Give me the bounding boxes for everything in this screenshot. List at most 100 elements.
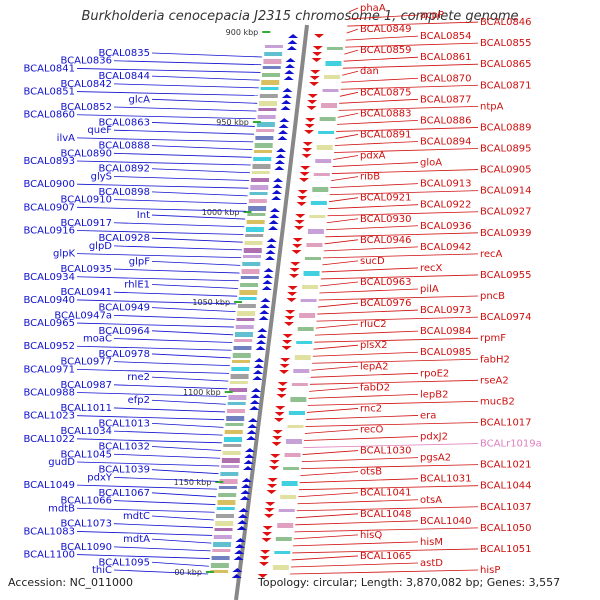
track-stripe: [210, 563, 229, 568]
gene-label-right: lepB2: [420, 389, 449, 400]
plus-strand-arrow: [284, 316, 295, 320]
plus-strand-arrow: [272, 436, 283, 440]
plus-strand-arrow: [312, 52, 323, 56]
gene-label-right: dan: [360, 66, 379, 77]
minus-strand-arrow: [232, 568, 243, 572]
leader-line: [304, 429, 359, 434]
leader-line: [151, 237, 243, 243]
minus-strand-arrow: [231, 574, 242, 578]
track-stripe: [310, 201, 327, 205]
track-stripe: [302, 285, 319, 289]
track-stripe: [300, 299, 317, 302]
gene-label-right: BCAL0963: [360, 277, 412, 288]
gene-label-right: BCAL1051: [480, 544, 532, 555]
leader-line: [305, 422, 479, 427]
gene-label-right: ribB: [360, 172, 380, 183]
plus-strand-arrow: [301, 154, 312, 158]
plus-strand-arrow: [280, 358, 291, 362]
gene-label-right: rseA2: [480, 375, 509, 386]
minus-strand-arrow: [273, 178, 284, 182]
plus-strand-arrow: [305, 118, 316, 122]
gene-label-left: BCAL1013: [98, 418, 150, 429]
minus-strand-arrow: [255, 346, 266, 350]
plus-strand-arrow: [299, 172, 310, 176]
gene-label-left: BCAL1039: [98, 465, 150, 476]
track-stripe: [227, 402, 246, 405]
minus-strand-arrow: [241, 478, 252, 482]
leader-line: [151, 52, 263, 58]
leader-line: [151, 191, 248, 197]
plus-strand-arrow: [259, 556, 270, 560]
track-stripe: [220, 472, 239, 476]
leader-line: [113, 106, 257, 112]
track-stripe: [263, 59, 282, 64]
track-stripe: [218, 493, 237, 497]
track-stripe: [226, 409, 245, 413]
leader-line: [308, 393, 419, 399]
leader-line: [113, 500, 216, 505]
leader-line: [293, 541, 419, 547]
track-stripe: [291, 383, 308, 386]
track-stripe: [253, 150, 272, 153]
leader-line: [113, 129, 255, 135]
leader-line: [76, 507, 215, 513]
track-stripe: [272, 565, 289, 570]
track-stripe: [242, 262, 261, 266]
track-stripe: [240, 283, 259, 287]
leader-line: [113, 268, 240, 274]
plus-strand-arrow: [296, 202, 307, 206]
gene-label-left: BCAL0916: [23, 225, 75, 236]
plus-strand-arrow: [262, 532, 273, 536]
gene-label-left: BCAL0863: [98, 117, 150, 128]
track-stripe: [259, 101, 278, 106]
plus-strand-arrow: [274, 412, 285, 416]
minus-strand-arrow: [250, 394, 261, 398]
minus-strand-arrow: [262, 280, 273, 284]
plus-strand-arrow: [299, 178, 310, 182]
minus-strand-arrow: [263, 268, 274, 272]
gene-label-left: queF: [87, 125, 112, 136]
leader-line: [293, 534, 359, 540]
leader-line: [113, 407, 226, 413]
plus-strand-arrow: [294, 220, 305, 224]
plus-strand-arrow: [285, 310, 296, 314]
gene-label-left: BCAL0898: [98, 187, 150, 198]
minus-strand-arrow: [244, 448, 255, 452]
gene-label-left: BCAL0900: [23, 179, 75, 190]
track-stripe: [316, 145, 333, 150]
minus-strand-arrow: [264, 256, 275, 260]
leader-line: [292, 548, 479, 554]
track-stripe: [254, 143, 273, 148]
track-stripe: [223, 444, 242, 447]
leader-line: [151, 492, 217, 498]
gene-label-right: BCAL0939: [480, 228, 532, 239]
plus-strand-arrow: [281, 346, 292, 350]
track-stripe: [250, 185, 269, 190]
leader-line: [76, 461, 220, 467]
leader-line: [113, 222, 245, 228]
track-stripe: [309, 215, 326, 218]
gene-label-left: BCAL0851: [23, 87, 75, 98]
leader-line: [113, 546, 211, 552]
plus-strand-arrow: [312, 46, 323, 50]
track-stripe: [213, 535, 232, 539]
plus-strand-arrow: [297, 196, 308, 200]
leader-line: [311, 365, 359, 371]
minus-strand-arrow: [272, 184, 283, 188]
gene-label-left: BCAL0860: [23, 110, 75, 121]
track-stripe: [222, 451, 241, 455]
plus-strand-arrow: [310, 70, 321, 74]
minus-strand-arrow: [246, 436, 257, 440]
minus-strand-arrow: [268, 226, 279, 230]
gene-label-right: BCAL0894: [420, 136, 472, 147]
minus-strand-arrow: [236, 526, 247, 530]
track-stripe: [257, 115, 276, 119]
gene-label-right: BCAL1050: [480, 523, 532, 534]
minus-strand-arrow: [259, 304, 270, 308]
track-stripe: [248, 199, 267, 203]
track-stripe: [256, 129, 275, 132]
gene-label-right: BCAL1040: [420, 516, 472, 527]
leader-line: [339, 91, 359, 97]
leader-line: [346, 28, 359, 34]
plus-strand-arrow: [271, 442, 282, 446]
